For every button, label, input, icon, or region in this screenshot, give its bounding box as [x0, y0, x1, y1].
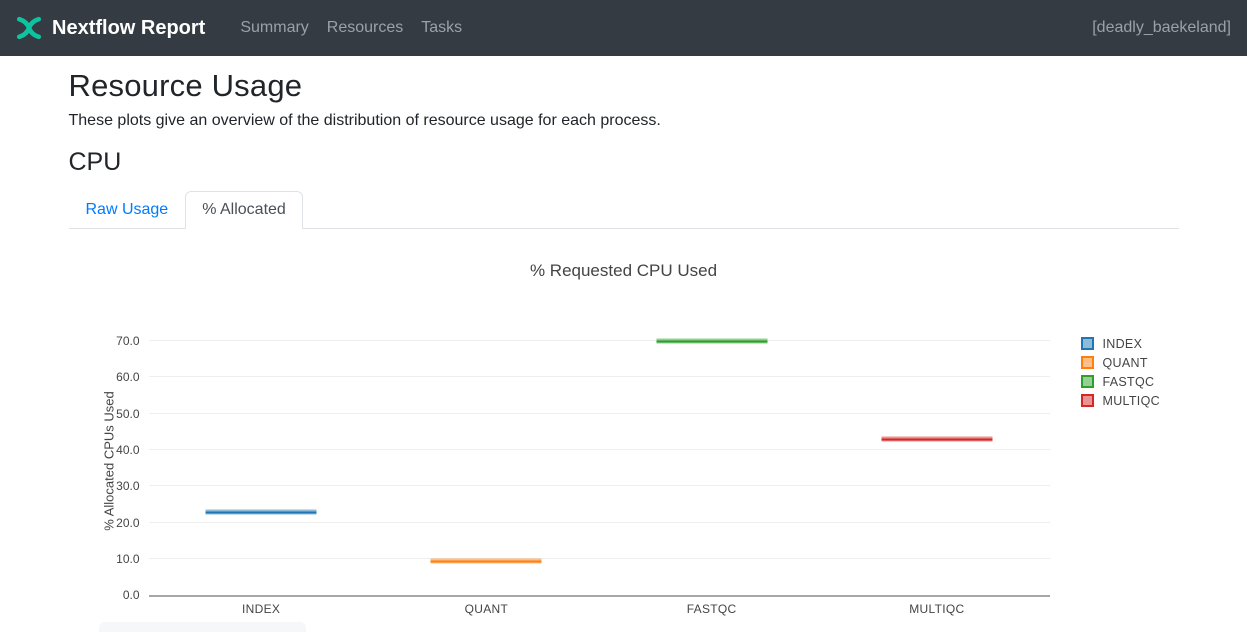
legend: INDEX QUANT FASTQC MULTIQC: [1080, 334, 1160, 410]
tab-raw-usage[interactable]: Raw Usage: [85, 201, 169, 218]
cpu-allocated-chart: % Requested CPU Used % Allocated CPUs Us…: [69, 229, 1179, 631]
chart-title: % Requested CPU Used: [529, 261, 718, 280]
box-median-line: [205, 511, 317, 514]
partially-visible-element: [99, 622, 306, 632]
gridline: [148, 485, 1050, 487]
x-tick-label: QUANT: [464, 602, 509, 616]
box-median-line: [656, 340, 768, 343]
gridline: [148, 340, 1050, 342]
page-description: These plots give an overview of the dist…: [68, 112, 661, 129]
x-tick-label: INDEX: [242, 602, 281, 616]
legend-item-quant[interactable]: QUANT: [1080, 353, 1160, 372]
y-axis-title: % Allocated CPUs Used: [101, 391, 116, 531]
y-tick-label: 70.0: [116, 334, 140, 349]
legend-item-fastqc[interactable]: FASTQC: [1080, 372, 1160, 391]
box-plot-fastqc[interactable]: [656, 338, 768, 344]
navbar-brand[interactable]: Nextflow Report: [16, 15, 205, 41]
y-tick-label: 30.0: [116, 479, 140, 494]
legend-marker-icon: [1080, 394, 1094, 407]
legend-label: QUANT: [1102, 355, 1148, 370]
section-heading-cpu: CPU: [68, 148, 122, 176]
navbar-link-resources[interactable]: Resources: [326, 19, 404, 36]
plot-area[interactable]: 0.0 10.0 20.0 30.0 40.0 50.0 60.0 70.0 INDEX QUAN…: [116, 326, 1050, 616]
gridline: [148, 557, 1050, 559]
y-tick-label: 20.0: [116, 515, 140, 530]
legend-marker-icon: [1080, 356, 1094, 369]
box-plot-index[interactable]: [205, 509, 317, 515]
gridline: [148, 449, 1050, 450]
box-median-line: [881, 438, 993, 441]
tab-allocated[interactable]: % Allocated: [185, 191, 303, 229]
gridline: [148, 521, 1050, 523]
legend-marker-icon: [1080, 375, 1094, 388]
gridline: [148, 412, 1050, 414]
run-name: [deadly_baekeland]: [1092, 19, 1231, 36]
page-title: Resource Usage: [68, 68, 303, 103]
legend-label: FASTQC: [1102, 374, 1155, 389]
y-tick-label: 50.0: [116, 406, 140, 421]
box-median-line: [430, 560, 542, 563]
navbar: Nextflow Report Summary Resources Tasks [d…: [0, 0, 1247, 56]
x-tick-label: MULTIQC: [909, 602, 965, 616]
y-tick-label: 60.0: [116, 370, 140, 385]
cpu-tab-bar: Raw Usage % Allocated: [68, 191, 1179, 229]
legend-label: INDEX: [1102, 336, 1143, 351]
legend-label: MULTIQC: [1102, 393, 1160, 408]
legend-marker-icon: [1080, 337, 1094, 350]
legend-item-index[interactable]: INDEX: [1080, 334, 1160, 353]
y-tick-label: 10.0: [116, 551, 140, 566]
y-tick-label: 0.0: [122, 588, 140, 602]
legend-item-multiqc[interactable]: MULTIQC: [1080, 391, 1160, 410]
gridline: [148, 376, 1050, 378]
navbar-link-summary[interactable]: Summary: [240, 19, 309, 36]
box-plot-multiqc[interactable]: [881, 436, 993, 442]
navbar-link-tasks[interactable]: Tasks: [421, 19, 463, 36]
y-tick-label: 40.0: [116, 443, 140, 457]
nextflow-logo-icon: [16, 15, 42, 41]
navbar-brand-label: Nextflow Report: [52, 16, 206, 39]
box-plot-quant[interactable]: [430, 558, 542, 564]
navbar-links: Summary Resources Tasks: [231, 19, 471, 37]
x-tick-label: FASTQC: [686, 602, 737, 616]
